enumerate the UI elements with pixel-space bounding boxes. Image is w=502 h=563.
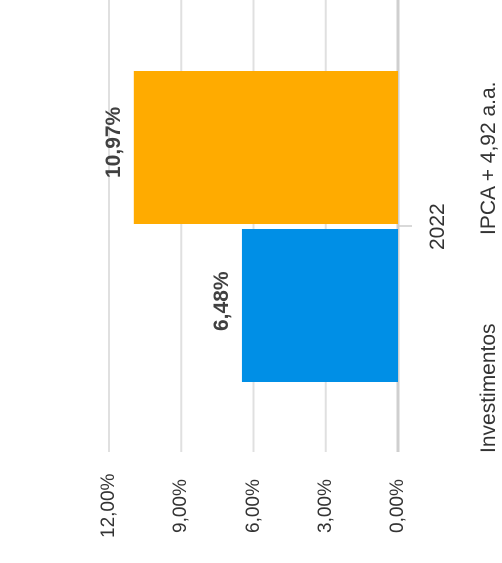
data-label: 6,48%	[209, 270, 233, 331]
bar	[133, 71, 398, 224]
legend-entry: Investimentos	[477, 323, 500, 453]
tick-label: 6,00%	[242, 479, 264, 533]
tick-label: 0,00%	[387, 479, 408, 533]
tick-label: 3,00%	[314, 479, 336, 533]
gridlines	[108, 0, 400, 452]
tick-label: 12,00%	[98, 473, 119, 538]
bars	[133, 71, 398, 382]
bar	[241, 229, 398, 382]
legend-entry: IPCA + 4,92 a.a.	[477, 81, 500, 235]
tick-label: 9,00%	[170, 479, 192, 533]
category-label: 2022	[426, 202, 449, 250]
data-label: 10,97%	[101, 106, 125, 178]
